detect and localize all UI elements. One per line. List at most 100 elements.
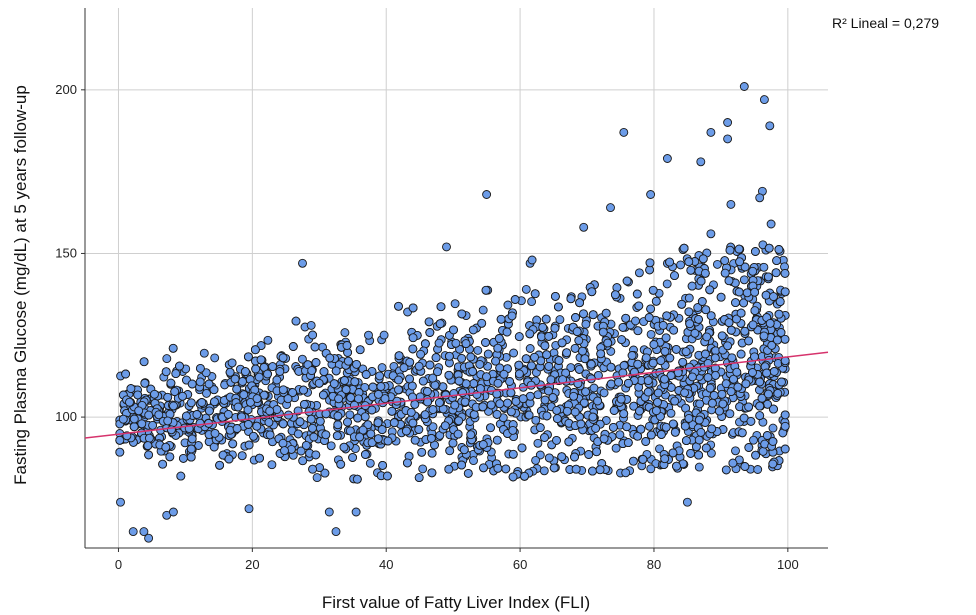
data-point <box>230 374 240 384</box>
data-point <box>143 441 153 451</box>
data-point <box>768 423 778 433</box>
data-point <box>321 430 331 440</box>
data-point <box>658 320 668 330</box>
data-point <box>459 445 469 455</box>
data-point <box>339 442 349 452</box>
y-axis-title: Fasting Plasma Glucose (mg/dL) at 5 year… <box>11 85 30 485</box>
data-point <box>780 334 790 344</box>
data-point <box>307 366 317 376</box>
data-point <box>666 371 676 380</box>
data-point <box>420 410 430 420</box>
data-point <box>468 367 478 376</box>
data-point <box>139 527 149 537</box>
data-point <box>606 362 616 372</box>
data-point <box>425 328 435 337</box>
data-point <box>243 352 253 362</box>
data-point <box>340 328 350 338</box>
data-point <box>517 443 527 453</box>
data-point <box>660 374 669 384</box>
data-point <box>288 342 298 351</box>
data-point <box>740 326 750 336</box>
data-point <box>324 507 334 517</box>
data-point <box>539 466 549 476</box>
data-point <box>325 353 335 363</box>
data-point <box>761 290 771 300</box>
data-point <box>656 356 666 366</box>
data-point <box>579 222 589 232</box>
data-point <box>228 439 238 449</box>
data-point <box>481 338 490 347</box>
data-point <box>331 366 341 376</box>
data-point <box>508 449 518 459</box>
data-point <box>514 332 524 342</box>
data-point <box>150 389 159 399</box>
data-point <box>265 430 275 440</box>
data-point <box>566 294 576 304</box>
data-point <box>525 344 535 353</box>
data-point <box>570 407 580 417</box>
data-point <box>499 369 509 379</box>
data-point <box>509 348 519 358</box>
data-point <box>466 352 476 362</box>
data-point <box>158 459 168 469</box>
data-point <box>668 419 678 429</box>
data-point <box>653 397 662 407</box>
data-point <box>694 450 704 460</box>
data-point <box>740 262 750 272</box>
data-point <box>280 446 289 456</box>
data-point <box>418 464 428 474</box>
data-point <box>695 399 705 409</box>
data-point <box>635 406 644 416</box>
data-point <box>125 397 134 407</box>
data-point <box>711 370 720 380</box>
data-point <box>288 388 298 398</box>
data-point <box>562 348 572 358</box>
data-point <box>293 429 303 439</box>
data-point <box>748 368 757 377</box>
data-point <box>542 411 552 421</box>
data-point <box>734 287 744 297</box>
data-point <box>377 363 387 373</box>
data-point <box>775 297 785 307</box>
data-point <box>769 292 778 302</box>
data-point <box>233 402 243 412</box>
data-point <box>195 377 205 387</box>
data-point <box>740 462 750 471</box>
data-point <box>144 533 154 543</box>
data-point <box>622 276 632 286</box>
data-point <box>492 409 502 419</box>
data-point <box>297 354 307 364</box>
data-point <box>636 424 646 434</box>
data-point <box>581 387 591 397</box>
data-point <box>777 377 786 387</box>
data-point <box>408 333 418 343</box>
data-point <box>186 398 196 408</box>
data-point <box>363 420 373 430</box>
data-point <box>698 254 708 264</box>
data-point <box>686 448 696 458</box>
data-point <box>405 357 415 367</box>
data-point <box>676 260 686 270</box>
data-point <box>394 375 404 385</box>
data-point <box>418 376 428 386</box>
data-point <box>502 327 512 337</box>
data-point <box>168 507 178 517</box>
data-point <box>553 302 563 312</box>
data-point <box>240 367 250 377</box>
data-point <box>382 471 392 481</box>
data-point <box>503 398 512 408</box>
data-point <box>668 448 678 458</box>
data-point <box>482 190 492 199</box>
data-point <box>478 305 488 315</box>
data-point <box>249 431 258 441</box>
data-point <box>461 339 471 349</box>
data-point <box>557 338 567 348</box>
data-point <box>684 257 694 267</box>
data-point <box>204 406 214 416</box>
data-point <box>252 394 262 404</box>
data-point <box>115 447 125 457</box>
y-tick-label: 150 <box>55 245 77 260</box>
data-point <box>495 399 505 409</box>
data-point <box>379 330 389 340</box>
data-point <box>232 424 242 433</box>
